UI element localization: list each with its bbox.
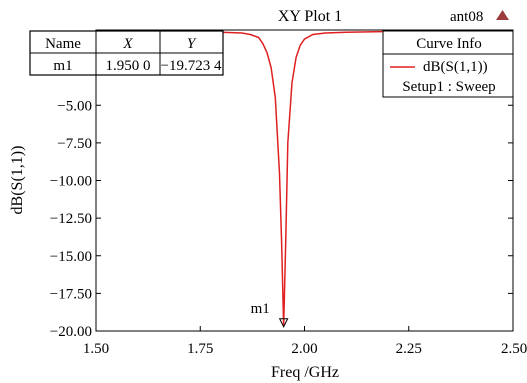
y-tick-label: −7.50 (57, 136, 92, 152)
table-cell-name: m1 (53, 58, 72, 74)
triangle-up-icon[interactable] (496, 10, 509, 20)
plot-title: XY Plot 1 (278, 8, 342, 25)
curve-info-legend: Curve Info dB(S(1,1)) Setup1 : Sweep (382, 30, 514, 98)
y-axis: −5.00 −7.50 −10.00 −12.50 −15.00 −17.50 −20.00 (50, 98, 513, 340)
y-tick-label: −17.50 (50, 286, 92, 302)
x-tick-label: 1.50 (83, 341, 109, 357)
table-cell-x: 1.950 0 (106, 58, 151, 74)
y-tick-label: −20.00 (50, 324, 92, 340)
x-tick-label: 2.25 (396, 341, 422, 357)
table-header-name: Name (45, 36, 81, 52)
x-tick-label: 2.50 (501, 341, 527, 357)
y-tick-label: −12.50 (50, 211, 92, 227)
project-name: ant08 (450, 9, 483, 25)
x-tick-label: 2.00 (291, 341, 317, 357)
marker-label: m1 (251, 301, 270, 317)
y-tick-label: −10.00 (50, 174, 92, 190)
x-axis-label: Freq /GHz (271, 364, 339, 381)
table-cell-y: −19.723 4 (161, 58, 222, 74)
x-tick-label: 1.75 (187, 341, 213, 357)
table-header-x: X (122, 36, 133, 52)
y-tick-label: −5.00 (57, 98, 92, 114)
legend-entry-name: dB(S(1,1)) (423, 59, 488, 75)
marker-triangle (278, 318, 289, 328)
marker-table: Name X Y m1 1.950 0 −19.723 4 (29, 30, 224, 76)
marker-m1[interactable]: m1 (251, 301, 289, 328)
legend-title: Curve Info (416, 36, 481, 52)
x-axis: 1.50 1.75 2.00 2.25 2.50 (83, 326, 527, 357)
legend-entry-setup: Setup1 : Sweep (402, 79, 495, 95)
y-tick-label: −15.00 (50, 249, 92, 265)
table-header-y: Y (187, 36, 197, 52)
y-axis-label: dB(S(1,1)) (9, 146, 26, 215)
